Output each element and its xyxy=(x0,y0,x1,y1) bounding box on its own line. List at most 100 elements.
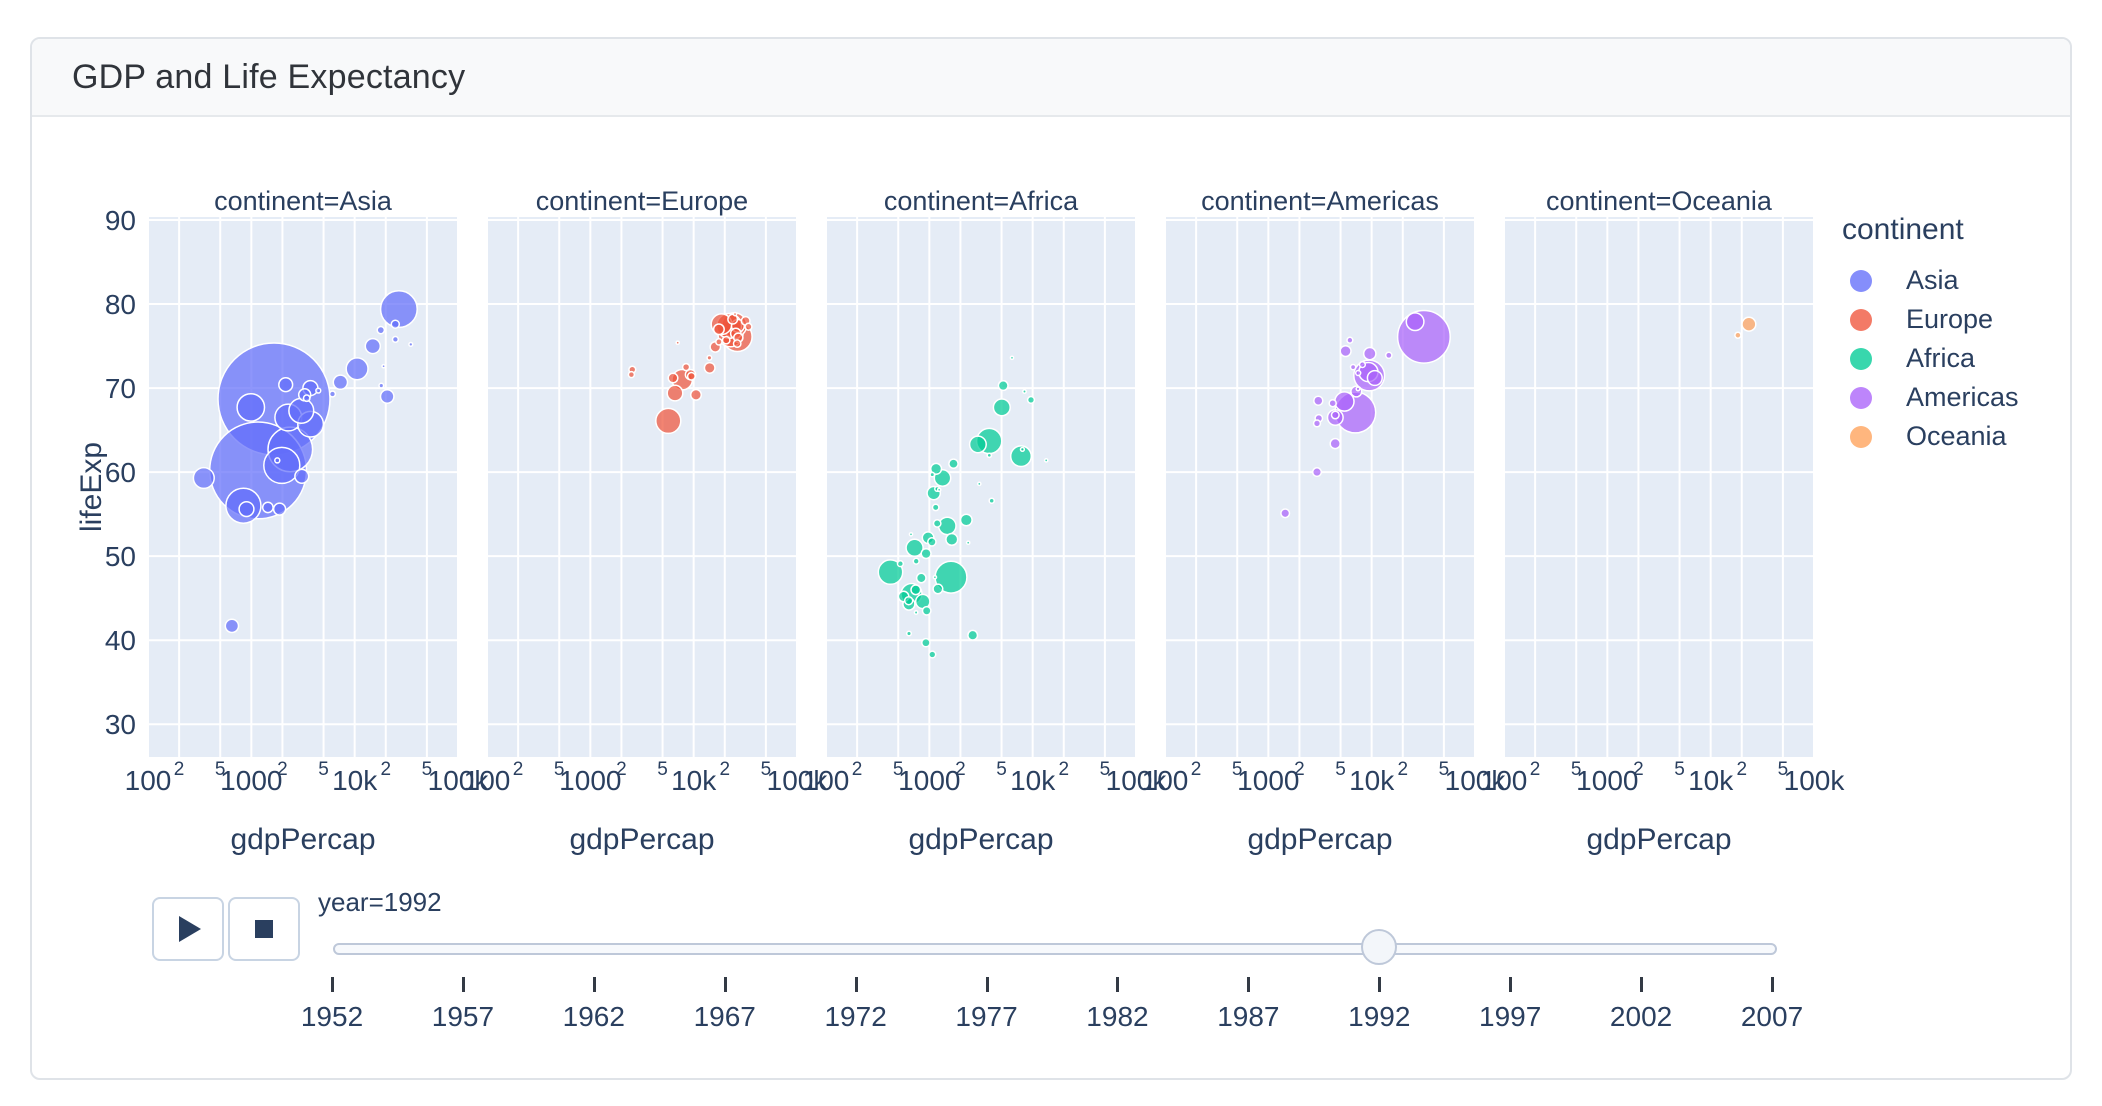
bubble[interactable] xyxy=(732,339,742,349)
bubble[interactable] xyxy=(681,362,691,372)
bubble[interactable] xyxy=(744,322,753,331)
bubble[interactable] xyxy=(1355,386,1361,392)
bubble[interactable] xyxy=(675,340,681,346)
bubble[interactable] xyxy=(937,516,957,536)
bubble[interactable] xyxy=(929,471,936,478)
bubble[interactable] xyxy=(667,372,679,384)
bubble[interactable] xyxy=(263,446,301,485)
bubble[interactable] xyxy=(288,397,315,424)
bubble[interactable] xyxy=(1009,355,1015,361)
bubble[interactable] xyxy=(959,513,973,527)
bubble[interactable] xyxy=(986,452,993,459)
bubble[interactable] xyxy=(968,435,987,454)
bubble[interactable] xyxy=(391,335,400,344)
bubble[interactable] xyxy=(278,377,294,393)
bubble[interactable] xyxy=(686,371,696,381)
bubble[interactable] xyxy=(379,389,395,404)
bubble[interactable] xyxy=(1366,369,1383,387)
bubble[interactable] xyxy=(236,392,266,422)
bubble[interactable] xyxy=(732,311,738,317)
bubble[interactable] xyxy=(192,466,215,490)
bubble[interactable] xyxy=(627,370,636,379)
bubble[interactable] xyxy=(921,605,932,616)
legend-item-americas[interactable]: Americas xyxy=(1832,378,2062,417)
bubble[interactable] xyxy=(390,319,401,329)
bubble[interactable] xyxy=(915,572,927,584)
bubble[interactable] xyxy=(920,547,932,560)
bubble[interactable] xyxy=(932,574,938,580)
bubble[interactable] xyxy=(345,357,369,381)
bubble[interactable] xyxy=(932,518,942,528)
legend-item-oceania[interactable]: Oceania xyxy=(1832,417,2062,456)
bubble[interactable] xyxy=(1280,508,1291,519)
bubble[interactable] xyxy=(376,325,386,335)
facet-plot-europe[interactable] xyxy=(487,217,797,757)
bubble[interactable] xyxy=(896,560,905,568)
legend-item-africa[interactable]: Africa xyxy=(1832,339,2062,378)
bubble[interactable] xyxy=(1734,331,1742,339)
bubble[interactable] xyxy=(1349,363,1357,371)
bubble[interactable] xyxy=(931,503,940,512)
bubble[interactable] xyxy=(328,390,337,398)
facet-plot-oceania[interactable] xyxy=(1504,217,1814,757)
bubble[interactable] xyxy=(905,538,924,558)
bubble[interactable] xyxy=(1330,410,1340,420)
bubble[interactable] xyxy=(921,637,931,648)
bubble[interactable] xyxy=(927,537,937,547)
bubble[interactable] xyxy=(1346,336,1354,344)
bubble[interactable] xyxy=(1354,369,1362,377)
bubble[interactable] xyxy=(655,407,682,435)
legend-item-asia[interactable]: Asia xyxy=(1832,261,2062,300)
bubble[interactable] xyxy=(932,583,944,595)
play-button[interactable] xyxy=(152,897,224,961)
stop-button[interactable] xyxy=(228,897,300,961)
facet-plot-asia[interactable] xyxy=(148,217,458,757)
legend-item-europe[interactable]: Europe xyxy=(1832,300,2062,339)
bubble[interactable] xyxy=(381,363,386,369)
bubble[interactable] xyxy=(302,394,311,403)
bubble[interactable] xyxy=(1741,316,1757,332)
bubble[interactable] xyxy=(712,323,725,336)
bubble[interactable] xyxy=(997,380,1009,392)
bubble[interactable] xyxy=(905,630,913,637)
bubble[interactable] xyxy=(913,610,919,615)
bubble[interactable] xyxy=(965,540,971,546)
facet-plot-americas[interactable] xyxy=(1165,217,1475,757)
bubble[interactable] xyxy=(948,458,959,470)
bubble[interactable] xyxy=(1009,445,1033,468)
bubble[interactable] xyxy=(928,650,937,659)
bubble[interactable] xyxy=(1329,437,1341,450)
bubble[interactable] xyxy=(1022,389,1027,394)
bubble[interactable] xyxy=(936,487,942,493)
bubble[interactable] xyxy=(1328,398,1337,408)
bubble[interactable] xyxy=(976,481,982,487)
bubble[interactable] xyxy=(666,384,684,402)
bubble[interactable] xyxy=(945,532,959,547)
bubble[interactable] xyxy=(1312,419,1322,428)
bubble[interactable] xyxy=(272,502,287,516)
bubble[interactable] xyxy=(1313,395,1324,406)
bubble[interactable] xyxy=(364,337,382,355)
bubble[interactable] xyxy=(910,584,922,596)
bubble[interactable] xyxy=(294,468,310,484)
bubble[interactable] xyxy=(274,457,281,464)
slider-handle[interactable] xyxy=(1361,929,1398,965)
bubble[interactable] xyxy=(721,335,731,345)
bubble[interactable] xyxy=(908,531,914,537)
bubble[interactable] xyxy=(1311,467,1323,478)
bubble[interactable] xyxy=(238,500,255,518)
bubble[interactable] xyxy=(706,354,713,361)
bubble[interactable] xyxy=(1358,360,1367,369)
bubble[interactable] xyxy=(408,341,414,348)
bubble[interactable] xyxy=(689,388,703,401)
slider-track[interactable] xyxy=(333,943,1777,955)
bubble[interactable] xyxy=(332,374,349,391)
bubble[interactable] xyxy=(1019,446,1026,453)
bubble[interactable] xyxy=(261,501,274,514)
bubble[interactable] xyxy=(903,595,914,606)
facet-plot-africa[interactable] xyxy=(826,217,1136,757)
bubble[interactable] xyxy=(378,382,385,389)
bubble[interactable] xyxy=(929,462,943,475)
bubble[interactable] xyxy=(877,559,904,586)
bubble[interactable] xyxy=(1026,395,1036,405)
